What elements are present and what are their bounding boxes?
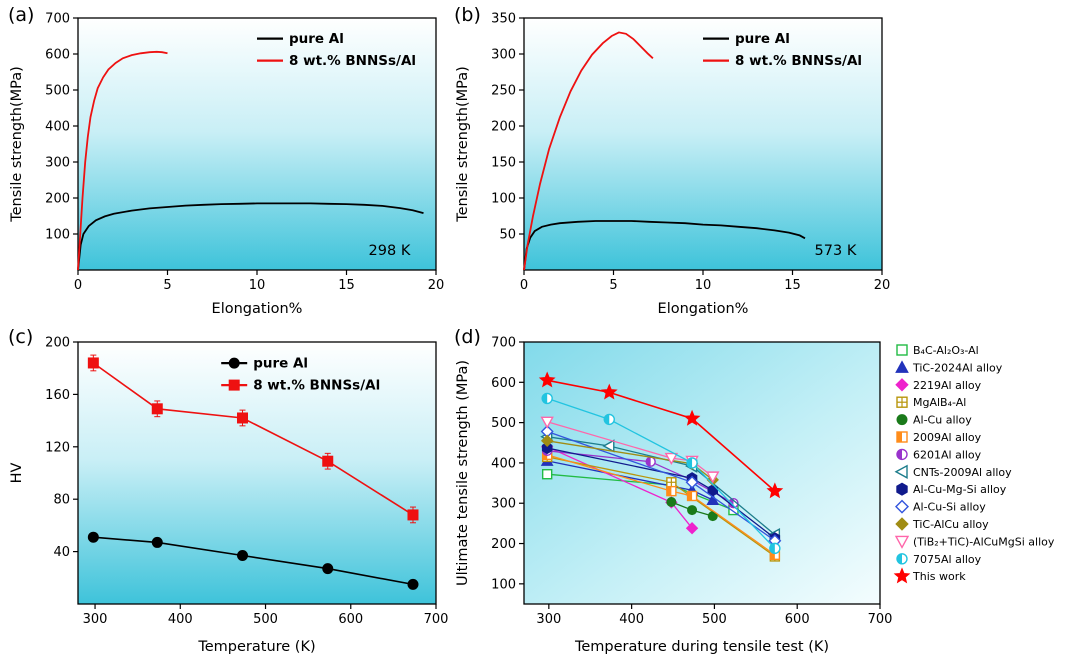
svg-text:573 K: 573 K: [815, 243, 857, 259]
svg-text:Elongation%: Elongation%: [658, 301, 749, 317]
svg-text:20: 20: [874, 278, 891, 293]
svg-text:500: 500: [491, 416, 516, 431]
svg-text:600: 600: [785, 612, 810, 627]
svg-text:5: 5: [163, 278, 171, 293]
panel-d: (d) 300 400 500 600 700 100 200 300 400 500 600 700…: [452, 326, 1076, 660]
svg-text:100: 100: [491, 577, 516, 592]
svg-text:400: 400: [491, 456, 516, 471]
svg-text:300: 300: [536, 612, 561, 627]
svg-text:2009Al alloy: 2009Al alloy: [913, 431, 982, 444]
svg-text:100: 100: [491, 192, 516, 207]
svg-text:50: 50: [499, 228, 516, 243]
svg-text:Ultimate tensile strength (MPa: Ultimate tensile strength (MPa): [455, 360, 471, 586]
svg-text:10: 10: [695, 278, 712, 293]
svg-text:Tensile strength(MPa): Tensile strength(MPa): [9, 66, 25, 223]
svg-text:700: 700: [424, 612, 449, 627]
panel-c: (c) 300 400 500 600 700 40 80 120 160 200 Temperat…: [6, 326, 450, 660]
svg-text:(TiB₂+TiC)-AlCuMgSi alloy: (TiB₂+TiC)-AlCuMgSi alloy: [913, 535, 1055, 548]
svg-text:400: 400: [619, 612, 644, 627]
panel-a: (a) 0 5 10 15 20 100 200 300 400 500 600 700 298 K El…: [6, 4, 450, 322]
panel-a-chart: 0 5 10 15 20 100 200 300 400 500 600 700 298 K Elonga…: [9, 12, 445, 318]
svg-text:Tensile strength(MPa): Tensile strength(MPa): [455, 66, 471, 223]
panel-c-label: (c): [8, 326, 34, 348]
svg-text:120: 120: [45, 440, 70, 455]
svg-text:700: 700: [868, 612, 893, 627]
svg-text:Al-Cu alloy: Al-Cu alloy: [913, 414, 972, 427]
panel-b: (b) 0 5 10 15 20 50 100 150 200 250 300 350 573 K Elo…: [452, 4, 896, 322]
svg-text:40: 40: [53, 545, 70, 560]
svg-text:350: 350: [491, 12, 516, 27]
svg-text:15: 15: [338, 278, 355, 293]
svg-text:15: 15: [784, 278, 801, 293]
svg-text:700: 700: [45, 12, 70, 27]
svg-text:500: 500: [702, 612, 727, 627]
svg-text:200: 200: [45, 192, 70, 207]
svg-text:8 wt.% BNNSs/Al: 8 wt.% BNNSs/Al: [289, 53, 416, 69]
svg-text:Al-Cu-Si alloy: Al-Cu-Si alloy: [913, 501, 986, 514]
panel-c-chart: 300 400 500 600 700 40 80 120 160 200 Temperature …: [9, 336, 449, 656]
svg-text:0: 0: [74, 278, 82, 293]
svg-text:pure Al: pure Al: [253, 356, 308, 372]
svg-text:400: 400: [45, 120, 70, 135]
svg-text:300: 300: [491, 48, 516, 63]
svg-text:600: 600: [45, 48, 70, 63]
panel-d-label: (d): [454, 326, 481, 348]
panel-a-label: (a): [8, 4, 35, 26]
svg-text:Al-Cu-Mg-Si alloy: Al-Cu-Mg-Si alloy: [913, 483, 1007, 496]
svg-text:TiC-2024Al alloy: TiC-2024Al alloy: [912, 361, 1003, 374]
svg-text:CNTs-2009Al alloy: CNTs-2009Al alloy: [913, 466, 1012, 479]
svg-text:300: 300: [491, 497, 516, 512]
svg-text:200: 200: [491, 537, 516, 552]
svg-text:5: 5: [609, 278, 617, 293]
svg-text:250: 250: [491, 84, 516, 99]
svg-text:2219Al alloy: 2219Al alloy: [913, 379, 982, 392]
svg-text:7075Al alloy: 7075Al alloy: [913, 553, 982, 566]
svg-text:MgAlB₄-Al: MgAlB₄-Al: [913, 396, 966, 409]
svg-text:8 wt.% BNNSs/Al: 8 wt.% BNNSs/Al: [735, 53, 862, 69]
svg-text:80: 80: [53, 493, 70, 508]
panel-b-chart: 0 5 10 15 20 50 100 150 200 250 300 350 573 K Elongat…: [455, 12, 891, 318]
svg-text:TiC-AlCu alloy: TiC-AlCu alloy: [912, 518, 989, 531]
svg-text:700: 700: [491, 336, 516, 351]
svg-text:6201Al alloy: 6201Al alloy: [913, 448, 982, 461]
svg-text:300: 300: [45, 156, 70, 171]
svg-text:160: 160: [45, 388, 70, 403]
svg-text:400: 400: [168, 612, 193, 627]
svg-text:pure Al: pure Al: [735, 31, 790, 47]
svg-text:pure Al: pure Al: [289, 31, 344, 47]
panel-b-label: (b): [454, 4, 481, 26]
svg-text:600: 600: [338, 612, 363, 627]
svg-text:298 K: 298 K: [369, 243, 411, 259]
svg-text:0: 0: [520, 278, 528, 293]
svg-text:8 wt.% BNNSs/Al: 8 wt.% BNNSs/Al: [253, 378, 380, 394]
svg-text:200: 200: [491, 120, 516, 135]
svg-text:300: 300: [83, 612, 108, 627]
svg-text:100: 100: [45, 228, 70, 243]
svg-text:HV: HV: [9, 463, 25, 484]
svg-text:10: 10: [249, 278, 266, 293]
svg-text:20: 20: [428, 278, 445, 293]
svg-text:600: 600: [491, 376, 516, 391]
svg-text:Temperature during tensile tes: Temperature during tensile test (K): [574, 639, 829, 655]
svg-text:This work: This work: [912, 570, 966, 583]
svg-text:500: 500: [45, 84, 70, 99]
svg-text:200: 200: [45, 336, 70, 351]
svg-text:B₄C-Al₂O₃-Al: B₄C-Al₂O₃-Al: [913, 344, 979, 357]
svg-text:150: 150: [491, 156, 516, 171]
svg-text:Elongation%: Elongation%: [212, 301, 303, 317]
panel-d-chart: 300 400 500 600 700 100 200 300 400 500 600 700 Temp…: [455, 336, 1055, 656]
svg-text:500: 500: [253, 612, 278, 627]
svg-text:Temperature (K): Temperature (K): [197, 639, 315, 655]
